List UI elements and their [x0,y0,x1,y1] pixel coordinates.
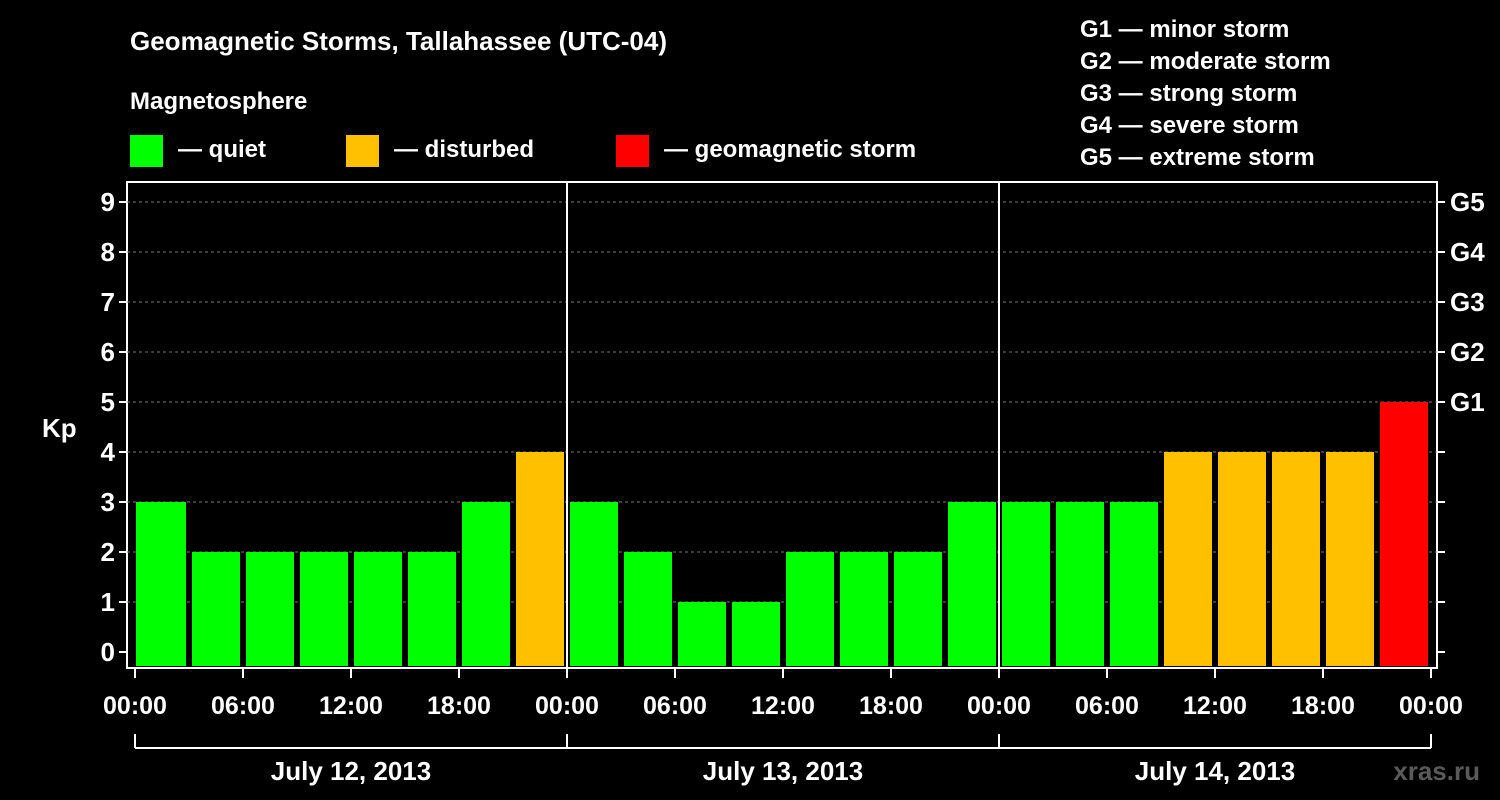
x-tick-label: 00:00 [103,692,167,720]
kp-bar [1218,452,1266,666]
legend-heading: Magnetosphere [130,88,307,115]
storm-scale-g2: G2 — moderate storm [1080,48,1331,75]
kp-bar [1326,452,1374,666]
x-tick-label: 18:00 [427,692,491,720]
x-tick-label: 00:00 [967,692,1031,720]
kp-bar [192,552,240,666]
kp-bar [354,552,402,666]
date-label: July 12, 2013 [271,756,431,786]
y-tick-label: 5 [101,387,115,417]
legend-swatch-storm [616,135,649,167]
x-tick-label: 12:00 [1183,692,1247,720]
right-tick-label: G2 [1450,337,1485,367]
kp-bar [462,502,510,666]
storm-scale-g5: G5 — extreme storm [1080,144,1315,171]
y-tick-label: 3 [101,487,115,517]
kp-bar [894,552,942,666]
kp-bar [246,552,294,666]
right-tick-label: G5 [1450,187,1485,217]
date-label: July 14, 2013 [1135,756,1295,786]
watermark: xras.ru [1393,756,1480,786]
x-tick-label: 06:00 [211,692,275,720]
kp-bar [732,602,780,666]
x-tick-label: 12:00 [319,692,383,720]
kp-bar [1002,502,1050,666]
y-axis-label: Kp [42,413,77,443]
y-tick-label: 1 [101,587,115,617]
kp-bar [300,552,348,666]
y-tick-label: 7 [101,287,115,317]
date-label: July 13, 2013 [703,756,863,786]
right-tick-label: G1 [1450,387,1485,417]
kp-bar [136,502,186,666]
kp-bar [1056,502,1104,666]
kp-bar [1272,452,1320,666]
kp-bar [678,602,726,666]
kp-bar [786,552,834,666]
right-tick-label: G4 [1450,237,1485,267]
legend-label-storm: — geomagnetic storm [664,136,916,163]
kp-bar [840,552,888,666]
legend-label-disturbed: — disturbed [394,136,534,163]
y-tick-label: 8 [101,237,115,267]
y-tick-label: 4 [101,437,116,467]
kp-bar [1110,502,1158,666]
kp-bar [948,502,996,666]
y-tick-label: 6 [101,337,115,367]
chart-title: Geomagnetic Storms, Tallahassee (UTC-04) [130,26,667,56]
x-tick-label: 06:00 [1075,692,1139,720]
storm-scale-g1: G1 — minor storm [1080,16,1289,43]
y-tick-label: 9 [101,187,115,217]
legend-swatch-disturbed [346,135,379,167]
x-tick-label: 06:00 [643,692,707,720]
kp-bar [570,502,618,666]
x-tick-label: 00:00 [1399,692,1463,720]
x-tick-label: 18:00 [1291,692,1355,720]
kp-bar [1380,402,1428,666]
legend-label-quiet: — quiet [178,136,266,163]
kp-bar [516,452,564,666]
kp-bar [1164,452,1212,666]
x-tick-label: 12:00 [751,692,815,720]
x-tick-label: 00:00 [535,692,599,720]
y-tick-label: 2 [101,537,115,567]
kp-bar [624,552,672,666]
x-tick-label: 18:00 [859,692,923,720]
legend-swatch-quiet [130,135,163,167]
y-tick-label: 0 [101,637,115,667]
storm-scale-g3: G3 — strong storm [1080,80,1297,107]
kp-bar [408,552,456,666]
plot-area: 0 1 2 3 4 5 6 7 8 9 G1 G2 G3 G4 G5 00:00 06:00 12:00 18:00… [101,181,1485,786]
storm-scale-g4: G4 — severe storm [1080,112,1299,139]
right-tick-label: G3 [1450,287,1485,317]
